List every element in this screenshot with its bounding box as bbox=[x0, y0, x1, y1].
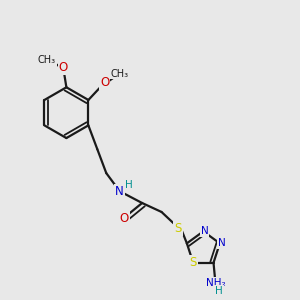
Text: O: O bbox=[120, 212, 129, 225]
Text: O: O bbox=[100, 76, 110, 89]
Text: H: H bbox=[215, 286, 223, 296]
Text: CH₃: CH₃ bbox=[38, 56, 56, 65]
Text: O: O bbox=[59, 61, 68, 74]
Text: CH₃: CH₃ bbox=[111, 69, 129, 79]
Text: H: H bbox=[125, 180, 133, 190]
Text: N: N bbox=[218, 238, 226, 248]
Text: S: S bbox=[174, 222, 182, 235]
Text: N: N bbox=[201, 226, 208, 236]
Text: N: N bbox=[115, 184, 124, 198]
Text: S: S bbox=[190, 256, 197, 269]
Text: NH₂: NH₂ bbox=[206, 278, 225, 288]
